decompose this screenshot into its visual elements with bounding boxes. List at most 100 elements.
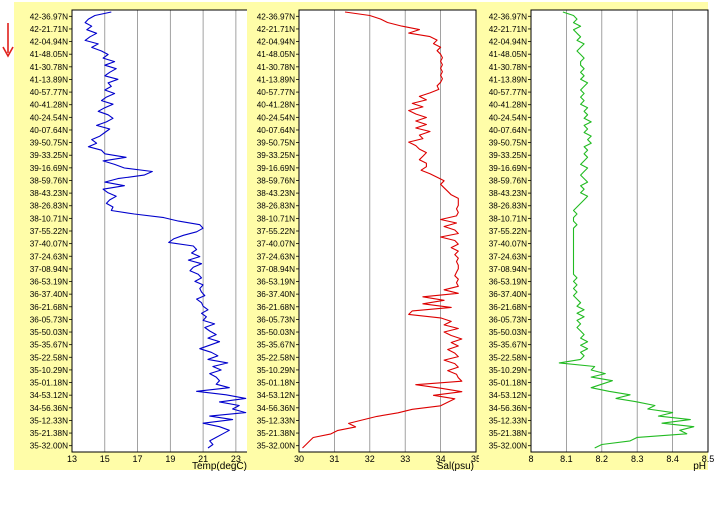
latitude-label: 39-16.69N — [30, 164, 68, 173]
latitude-label: 42-04.94N — [489, 38, 527, 47]
x-tick-label: 8.2 — [596, 454, 609, 464]
latitude-label: 37-08.94N — [257, 265, 295, 274]
chart-panels: 13 15 17 19 21 23 42-36.97N 42-21.71N 42-04.94N 4… — [14, 2, 714, 472]
latitude-label: 37-40.07N — [489, 240, 527, 249]
data-series-line — [302, 11, 463, 449]
chart-panel-2: 30 31 32 33 34 35 42-36.97N 42-21.71N 42-04.94N 4… — [247, 2, 488, 472]
latitude-label: 37-55.22N — [257, 227, 295, 236]
latitude-label: 42-21.71N — [489, 25, 527, 34]
latitude-label: 38-59.76N — [489, 176, 527, 185]
x-tick-label: 21 — [198, 454, 208, 464]
latitude-label: 35-35.67N — [257, 341, 295, 350]
latitude-label: 36-05.73N — [30, 315, 68, 324]
plot-area — [72, 10, 249, 452]
x-axis-label: pH — [693, 461, 706, 472]
latitude-label: 38-26.83N — [30, 202, 68, 211]
latitude-label: 35-01.18N — [257, 379, 295, 388]
latitude-label: 35-22.58N — [30, 353, 68, 362]
latitude-label: 40-41.28N — [489, 101, 527, 110]
latitude-label: 37-55.22N — [30, 227, 68, 236]
latitude-label: 36-37.40N — [489, 290, 527, 299]
x-tick-label: 35 — [471, 454, 481, 464]
latitude-label: 41-13.89N — [489, 75, 527, 84]
latitude-label: 38-10.71N — [257, 214, 295, 223]
latitude-label: 40-24.54N — [489, 113, 527, 122]
latitude-label: 39-33.25N — [30, 151, 68, 160]
chart-panel-3: 8 8.1 8.2 8.3 8.4 8.5 42-36.97N 42-21.71N 42-04.… — [479, 2, 714, 472]
plot-frame — [298, 9, 477, 453]
latitude-label: 40-57.77N — [30, 88, 68, 97]
latitude-label: 36-21.68N — [489, 303, 527, 312]
latitude-label: 38-43.23N — [489, 189, 527, 198]
latitude-label: 41-30.78N — [257, 63, 295, 72]
data-series-line — [84, 11, 247, 449]
latitude-label: 40-41.28N — [30, 101, 68, 110]
latitude-label: 40-07.64N — [489, 126, 527, 135]
plot-area — [531, 10, 708, 452]
down-arrow-head — [2, 46, 14, 58]
down-arrow-icon — [2, 23, 14, 58]
latitude-label: 35-21.38N — [489, 429, 527, 438]
latitude-label: 42-04.94N — [30, 38, 68, 47]
x-tick-label: 8.4 — [666, 454, 679, 464]
latitude-label: 37-24.63N — [489, 252, 527, 261]
data-series-line — [558, 11, 695, 449]
latitude-label: 35-32.00N — [30, 442, 68, 451]
latitude-label: 41-30.78N — [489, 63, 527, 72]
latitude-label: 36-53.19N — [257, 278, 295, 287]
latitude-label: 34-53.12N — [257, 391, 295, 400]
latitude-label: 41-13.89N — [30, 75, 68, 84]
latitude-label: 36-37.40N — [30, 290, 68, 299]
latitude-label: 38-59.76N — [257, 176, 295, 185]
latitude-label: 37-24.63N — [30, 252, 68, 261]
latitude-label: 34-56.36N — [489, 404, 527, 413]
latitude-label: 38-10.71N — [489, 214, 527, 223]
latitude-label: 35-32.00N — [489, 442, 527, 451]
latitude-label: 35-32.00N — [257, 442, 295, 451]
latitude-label: 39-50.75N — [30, 139, 68, 148]
latitude-label: 35-21.38N — [257, 429, 295, 438]
latitude-label: 34-56.36N — [257, 404, 295, 413]
x-tick-label: 8.1 — [560, 454, 573, 464]
latitude-label: 40-24.54N — [257, 113, 295, 122]
latitude-label: 41-48.05N — [489, 50, 527, 59]
latitude-label: 35-10.29N — [257, 366, 295, 375]
x-tick-label: 8.3 — [631, 454, 644, 464]
latitude-label: 37-40.07N — [257, 240, 295, 249]
x-axis-label: Temp(degC) — [192, 461, 247, 472]
x-tick-label: 23 — [231, 454, 241, 464]
latitude-label: 41-48.05N — [257, 50, 295, 59]
latitude-label: 36-53.19N — [30, 278, 68, 287]
latitude-label: 35-22.58N — [257, 353, 295, 362]
latitude-label: 38-43.23N — [257, 189, 295, 198]
latitude-label: 36-05.73N — [489, 315, 527, 324]
latitude-label: 35-10.29N — [30, 366, 68, 375]
latitude-label: 35-12.33N — [30, 416, 68, 425]
latitude-label: 39-33.25N — [489, 151, 527, 160]
latitude-label: 38-10.71N — [30, 214, 68, 223]
x-tick-label: 30 — [294, 454, 304, 464]
latitude-label: 39-16.69N — [489, 164, 527, 173]
latitude-label: 37-08.94N — [489, 265, 527, 274]
x-tick-label: 17 — [133, 454, 143, 464]
latitude-label: 39-50.75N — [257, 139, 295, 148]
latitude-label: 38-26.83N — [489, 202, 527, 211]
latitude-label: 36-21.68N — [30, 303, 68, 312]
x-tick-label: 15 — [100, 454, 110, 464]
latitude-label: 40-57.77N — [489, 88, 527, 97]
x-tick-label: 8 — [528, 454, 533, 464]
latitude-label: 36-21.68N — [257, 303, 295, 312]
plot-frame — [530, 9, 709, 453]
latitude-label: 35-50.03N — [30, 328, 68, 337]
latitude-label: 42-36.97N — [257, 12, 295, 21]
latitude-label: 35-35.67N — [489, 341, 527, 350]
latitude-label: 36-05.73N — [257, 315, 295, 324]
latitude-label: 34-56.36N — [30, 404, 68, 413]
x-tick-label: 31 — [329, 454, 339, 464]
latitude-label: 40-24.54N — [30, 113, 68, 122]
latitude-label: 35-21.38N — [30, 429, 68, 438]
latitude-label: 35-12.33N — [257, 416, 295, 425]
latitude-label: 40-41.28N — [257, 101, 295, 110]
latitude-label: 35-10.29N — [489, 366, 527, 375]
